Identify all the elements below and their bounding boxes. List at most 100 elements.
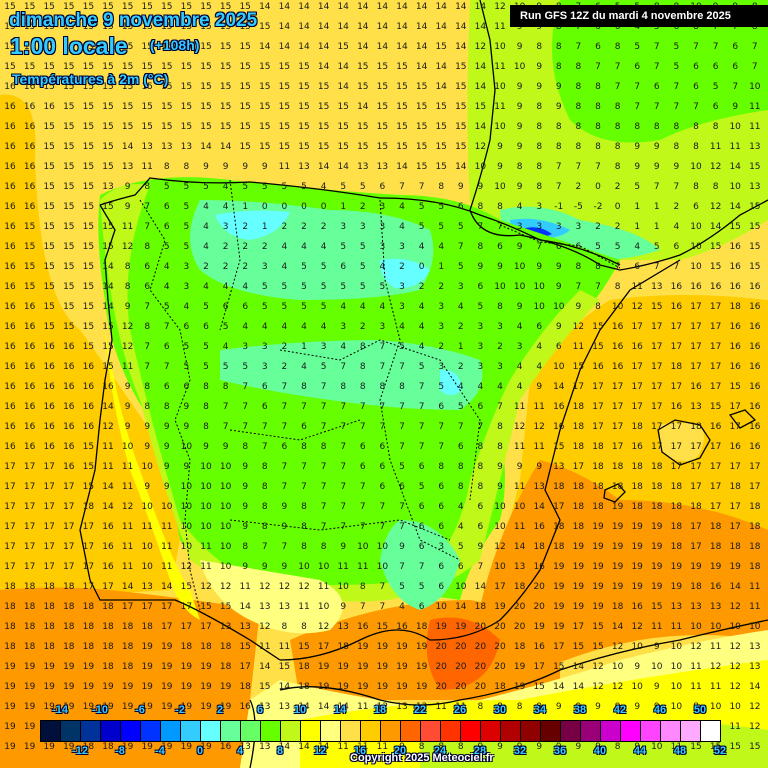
sea-17c-region xyxy=(0,470,175,600)
legend-swatch xyxy=(561,721,581,741)
border-region-4 xyxy=(229,419,361,441)
legend-label-bottom: 4 xyxy=(236,745,244,757)
coastline-menorca xyxy=(728,409,757,429)
legend-swatch xyxy=(121,721,141,741)
legend-label-top: -10 xyxy=(92,704,108,716)
legend-label-bottom: 0 xyxy=(196,745,204,757)
legend-swatch xyxy=(401,721,421,741)
legend-label-top: 30 xyxy=(493,704,507,716)
border-region-5 xyxy=(229,519,451,541)
legend-label-bottom: 48 xyxy=(673,745,687,757)
iberia-north-coldspot xyxy=(215,210,290,240)
legend-label-top: -14 xyxy=(52,704,68,716)
legend-swatch xyxy=(681,721,701,741)
legend-swatch xyxy=(321,721,341,741)
legend-label-top: 50 xyxy=(693,704,707,716)
border-region-2 xyxy=(379,199,461,561)
legend-label-bottom: 12 xyxy=(313,745,327,757)
legend-swatch xyxy=(361,721,381,741)
legend-label-top: 26 xyxy=(453,704,467,716)
legend-swatch xyxy=(501,721,521,741)
legend-label-top: 10 xyxy=(293,704,307,716)
legend-label-bottom: 36 xyxy=(553,745,567,757)
iberia-coast-yellow xyxy=(100,184,600,602)
legend-swatch xyxy=(701,721,720,741)
legend-swatch xyxy=(81,721,101,741)
legend-label-bottom: -12 xyxy=(72,745,88,757)
legend-label-bottom: -4 xyxy=(155,745,165,757)
legend-label-top: 42 xyxy=(613,704,627,716)
model-run-banner: Run GFS 12Z du mardi 4 novembre 2025 xyxy=(510,5,768,27)
legend-swatch xyxy=(601,721,621,741)
color-scale-legend xyxy=(40,720,721,742)
legend-label-top: 22 xyxy=(413,704,427,716)
legend-swatch xyxy=(381,721,401,741)
sea-alboran-hot xyxy=(426,617,500,690)
legend-swatch xyxy=(621,721,641,741)
mallorca-land xyxy=(660,422,704,462)
iberia-central-cold xyxy=(220,340,483,410)
legend-swatch xyxy=(661,721,681,741)
legend-label-top: 38 xyxy=(573,704,587,716)
legend-swatch xyxy=(161,721,181,741)
legend-label-bottom: 52 xyxy=(713,745,727,757)
coastline-iberia-west xyxy=(79,204,281,661)
variable-label: Températures à 2m (°C) xyxy=(12,71,169,87)
legend-label-bottom: 28 xyxy=(473,745,487,757)
legend-swatch xyxy=(261,721,281,741)
legend-label-bottom: 16 xyxy=(353,745,367,757)
legend-label-top: 14 xyxy=(333,704,347,716)
andalusia-warm xyxy=(200,560,343,634)
iberia-east-coldspot xyxy=(440,369,462,395)
legend-swatch xyxy=(581,721,601,741)
iberia-central-coldspot xyxy=(380,258,430,289)
legend-swatch xyxy=(541,721,561,741)
border-spain-portugal xyxy=(139,199,201,611)
legend-label-top: 6 xyxy=(256,704,264,716)
legend-swatch xyxy=(301,721,321,741)
border-spain-france xyxy=(499,224,621,269)
legend-swatch xyxy=(241,721,261,741)
legend-swatch xyxy=(341,721,361,741)
legend-swatch xyxy=(181,721,201,741)
legend-swatch xyxy=(221,721,241,741)
legend-swatch xyxy=(641,721,661,741)
legend-label-bottom: 32 xyxy=(513,745,527,757)
coastline-ibiza xyxy=(603,483,626,503)
legend-swatch xyxy=(421,721,441,741)
forecast-offset: (+108h) xyxy=(150,37,200,53)
coastline-mallorca xyxy=(657,419,711,466)
legend-label-top: 46 xyxy=(653,704,667,716)
legend-label-top: 18 xyxy=(373,704,387,716)
legend-swatch xyxy=(201,721,221,741)
legend-swatch xyxy=(141,721,161,741)
legend-swatch xyxy=(101,721,121,741)
france-green xyxy=(552,0,768,143)
coastline-france xyxy=(469,0,768,271)
forecast-hour: 1:00 locale xyxy=(10,33,128,59)
copyright-text: Copyright 2025 Meteociel.fr xyxy=(350,752,494,764)
legend-label-top: -2 xyxy=(175,704,185,716)
sea-18c-mediterranean xyxy=(470,460,768,680)
legend-swatch xyxy=(461,721,481,741)
forecast-date: dimanche 9 novembre 2025 xyxy=(9,10,258,31)
border-region-1 xyxy=(219,179,241,331)
legend-label-bottom: 8 xyxy=(276,745,284,757)
legend-label-bottom: -8 xyxy=(115,745,125,757)
legend-swatch xyxy=(441,721,461,741)
legend-label-top: 34 xyxy=(533,704,547,716)
legend-label-bottom: 24 xyxy=(433,745,447,757)
border-region-3 xyxy=(279,339,481,501)
legend-swatch xyxy=(61,721,81,741)
legend-label-top: 2 xyxy=(216,704,224,716)
legend-label-bottom: 20 xyxy=(393,745,407,757)
iberia-south-plateau xyxy=(380,520,460,610)
legend-swatch xyxy=(481,721,501,741)
legend-label-bottom: 40 xyxy=(593,745,607,757)
coastline-iberia-south xyxy=(279,259,681,661)
legend-label-bottom: 44 xyxy=(633,745,647,757)
legend-label-top: -6 xyxy=(135,704,145,716)
legend-swatch xyxy=(521,721,541,741)
legend-swatch xyxy=(41,721,61,741)
